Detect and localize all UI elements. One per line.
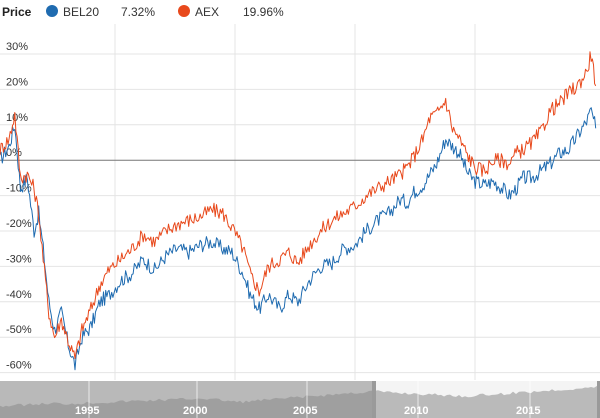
y-tick-label: 10%: [6, 112, 28, 124]
bel20-dot-icon: [46, 5, 58, 17]
series-line-aex: [0, 51, 597, 360]
series-line-bel20: [0, 107, 597, 371]
y-tick-label: -60%: [6, 360, 32, 372]
legend-change-bel20: 7.32%: [121, 5, 156, 19]
aex-dot-icon: [178, 5, 190, 17]
series-lines: [0, 51, 597, 371]
y-tick-label: -20%: [6, 218, 32, 230]
y-tick-label: 0%: [6, 147, 22, 159]
legend-name-aex: AEX: [195, 5, 220, 19]
y-tick-label: -40%: [6, 289, 32, 301]
y-tick-label: -30%: [6, 253, 32, 265]
y-tick-label: -50%: [6, 324, 32, 336]
navigator-handle-left[interactable]: [372, 381, 376, 418]
grid: [0, 24, 600, 380]
navigator-handle-right[interactable]: [597, 381, 600, 418]
legend-name-bel20: BEL20: [63, 5, 100, 19]
price-label: Price: [2, 5, 32, 19]
legend-item-bel20[interactable]: BEL20 7.32%: [46, 4, 166, 20]
navigator-year-label: 2005: [293, 405, 317, 417]
y-tick-label: 30%: [6, 41, 28, 53]
y-axis: 30%20%10%0%-10%-20%-30%-40%-50%-60%: [6, 41, 32, 372]
legend-item-aex[interactable]: AEX 19.96%: [178, 4, 298, 20]
navigator-year-label: 2000: [183, 405, 207, 417]
legend: Price BEL20 7.32% AEX 19.96%: [0, 0, 600, 24]
navigator-year-label: 2015: [516, 405, 540, 417]
time-navigator[interactable]: 1995 2000 2005 2010 2015: [0, 381, 600, 418]
legend-change-aex: 19.96%: [243, 5, 284, 19]
navigator-year-label: 1995: [75, 405, 99, 417]
navigator-mini-area: [0, 385, 600, 418]
navigator-year-label: 2010: [404, 405, 428, 417]
y-tick-label: 20%: [6, 76, 28, 88]
